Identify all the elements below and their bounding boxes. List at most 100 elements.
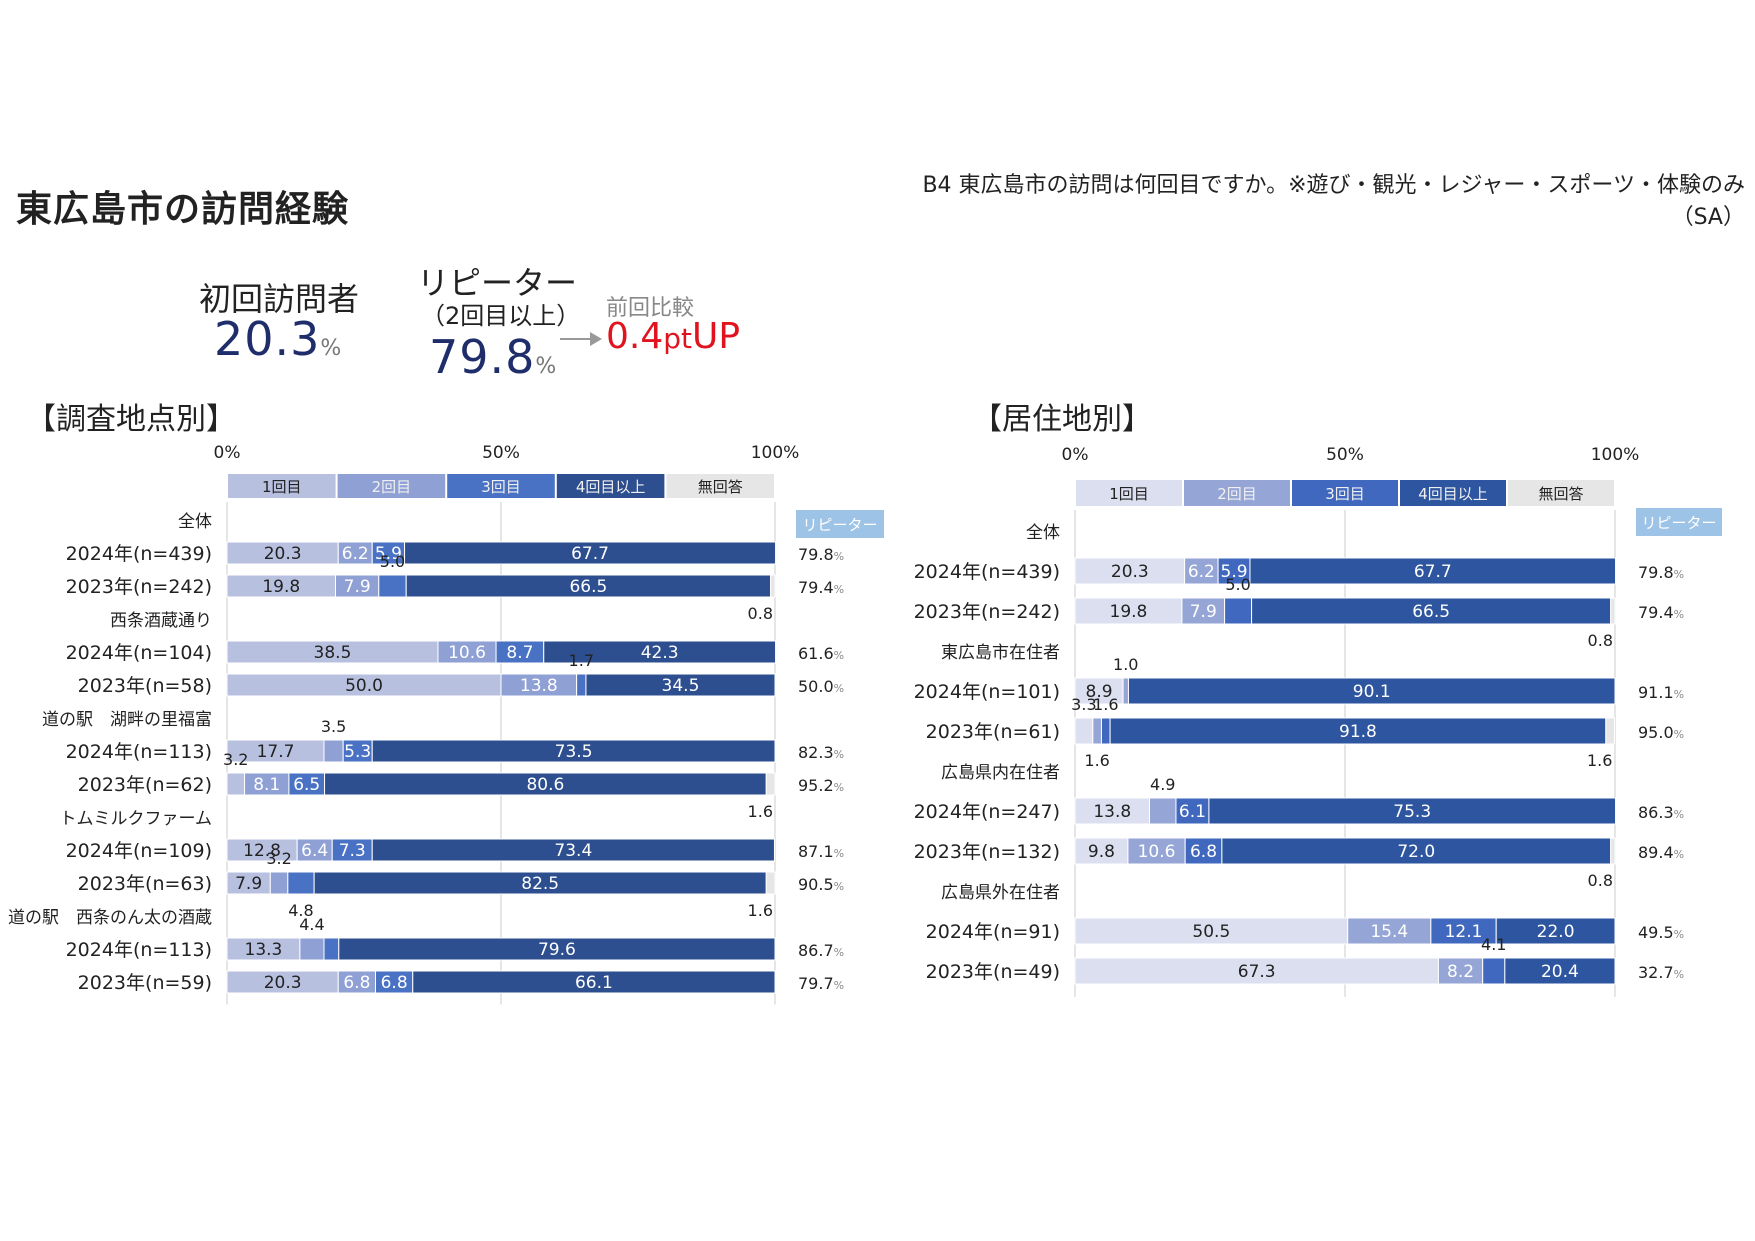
row-label: 2024年(n=113) — [66, 939, 212, 961]
legend-label: 3回目 — [1325, 485, 1365, 503]
x-tick-label: 0% — [214, 443, 241, 463]
bar-segment — [543, 640, 777, 664]
data-label: 34.5 — [662, 676, 700, 696]
repeater-value: 95.2% — [798, 776, 844, 795]
data-label: 66.1 — [575, 973, 613, 993]
group-label: 広島県内在住者 — [941, 763, 1060, 783]
bar-segment — [1074, 677, 1124, 705]
bar-segment — [1074, 837, 1129, 865]
x-tick-label: 50% — [1326, 445, 1364, 465]
bar-segment — [1504, 957, 1616, 985]
x-tick-label: 100% — [751, 443, 800, 463]
bar-segment — [1109, 717, 1607, 745]
first-visit-value: 20.3% — [214, 312, 341, 366]
data-label: 13.8 — [520, 676, 558, 696]
data-label: 6.8 — [1190, 842, 1217, 862]
repeater-number: 79.8 — [429, 330, 536, 384]
data-label: 7.9 — [235, 874, 262, 894]
data-label-outside: 4.1 — [1481, 935, 1506, 954]
data-label: 38.5 — [314, 643, 352, 663]
repeater-value: 86.7% — [798, 941, 844, 960]
repeater-value: 79.7% — [798, 974, 844, 993]
row-label: 2024年(n=439) — [914, 561, 1060, 583]
repeater-badge — [1636, 508, 1722, 536]
bar-segment — [585, 673, 776, 697]
x-tick-label: 0% — [1062, 445, 1089, 465]
group-label: 道の駅 西条のん太の酒蔵 — [8, 908, 212, 928]
bar-segment — [1217, 557, 1251, 585]
data-label-outside: 1.6 — [748, 802, 773, 821]
repeater-unit: % — [834, 781, 844, 794]
data-label: 66.5 — [569, 577, 607, 597]
repeater-unit: % — [1674, 808, 1684, 821]
group-label: 全体 — [1026, 523, 1060, 543]
data-label: 10.6 — [1138, 842, 1176, 862]
bar-segment — [1430, 917, 1497, 945]
question-text: B4 東広島市の訪問は何回目ですか。※遊び・観光・レジャー・スポーツ・体験のみ … — [845, 170, 1745, 234]
question-main: B4 東広島市の訪問は何回目ですか。※遊び・観光・レジャー・スポーツ・体験のみ — [922, 173, 1745, 198]
bar-segment — [412, 970, 776, 994]
first-visit-unit: % — [320, 336, 342, 361]
data-label: 7.9 — [1190, 602, 1217, 622]
data-label: 72.0 — [1397, 842, 1435, 862]
data-label-outside: 3.5 — [321, 717, 346, 736]
data-label: 80.6 — [526, 775, 564, 795]
row-label: 2023年(n=132) — [914, 841, 1060, 863]
bar-segment — [765, 772, 776, 796]
repeater-unit: % — [1674, 688, 1684, 701]
row-label: 2024年(n=113) — [66, 741, 212, 763]
data-label: 50.5 — [1192, 922, 1230, 942]
data-label: 75.3 — [1393, 802, 1431, 822]
repeater-value: 79.4% — [1638, 603, 1684, 622]
row-label: 2023年(n=242) — [66, 576, 212, 598]
data-label: 5.9 — [1221, 562, 1248, 582]
repeater-unit: % — [1674, 968, 1684, 981]
repeater-value: 82.3% — [798, 743, 844, 762]
data-label: 5.9 — [375, 544, 402, 564]
data-label: 19.8 — [262, 577, 300, 597]
row-label: 2023年(n=49) — [926, 961, 1060, 983]
data-label: 9.8 — [1088, 842, 1115, 862]
legend-swatch — [1292, 480, 1398, 506]
row-label: 2024年(n=91) — [926, 921, 1060, 943]
row-label: 2024年(n=247) — [914, 801, 1060, 823]
bar-segment — [1092, 717, 1102, 745]
data-label: 6.8 — [381, 973, 408, 993]
group-label: 広島県外在住者 — [941, 883, 1060, 903]
repeater-value: 50.0% — [798, 677, 844, 696]
data-label: 6.2 — [1188, 562, 1215, 582]
data-label: 8.9 — [1086, 682, 1113, 702]
repeater-sublabel: （2回目以上） — [421, 302, 581, 330]
data-label: 73.4 — [554, 841, 592, 861]
data-label: 66.5 — [1412, 602, 1450, 622]
row-label: 2023年(n=63) — [78, 873, 212, 895]
repeater-unit: % — [834, 682, 844, 695]
repeater-unit: % — [834, 748, 844, 761]
data-label: 8.2 — [1447, 962, 1474, 982]
bar-segment — [1610, 837, 1616, 865]
prev-compare-up: UP — [692, 316, 741, 357]
section-title-residence: 【居住地別】 — [972, 402, 1152, 437]
repeater-unit: % — [1674, 728, 1684, 741]
legend-swatch — [666, 474, 774, 498]
data-label-outside: 5.0 — [380, 552, 405, 571]
data-label: 6.4 — [301, 841, 328, 861]
data-label: 8.7 — [506, 643, 533, 663]
bar-segment — [1482, 957, 1506, 985]
repeater-unit: % — [834, 946, 844, 959]
data-label-outside: 3.2 — [223, 750, 248, 769]
data-label: 13.3 — [245, 940, 283, 960]
legend-swatch — [1076, 480, 1182, 506]
row-label: 2023年(n=242) — [914, 601, 1060, 623]
repeater-badge-label: リピーター — [1641, 514, 1716, 532]
repeater-badge — [796, 510, 884, 538]
data-label: 7.9 — [344, 577, 371, 597]
repeater-unit: % — [1674, 928, 1684, 941]
data-label: 20.3 — [264, 544, 302, 564]
legend-label: 4回目以上 — [576, 478, 646, 496]
bar-segment — [1249, 557, 1617, 585]
data-label: 6.2 — [342, 544, 369, 564]
data-label: 6.5 — [293, 775, 320, 795]
data-label-outside: 4.9 — [1150, 775, 1175, 794]
